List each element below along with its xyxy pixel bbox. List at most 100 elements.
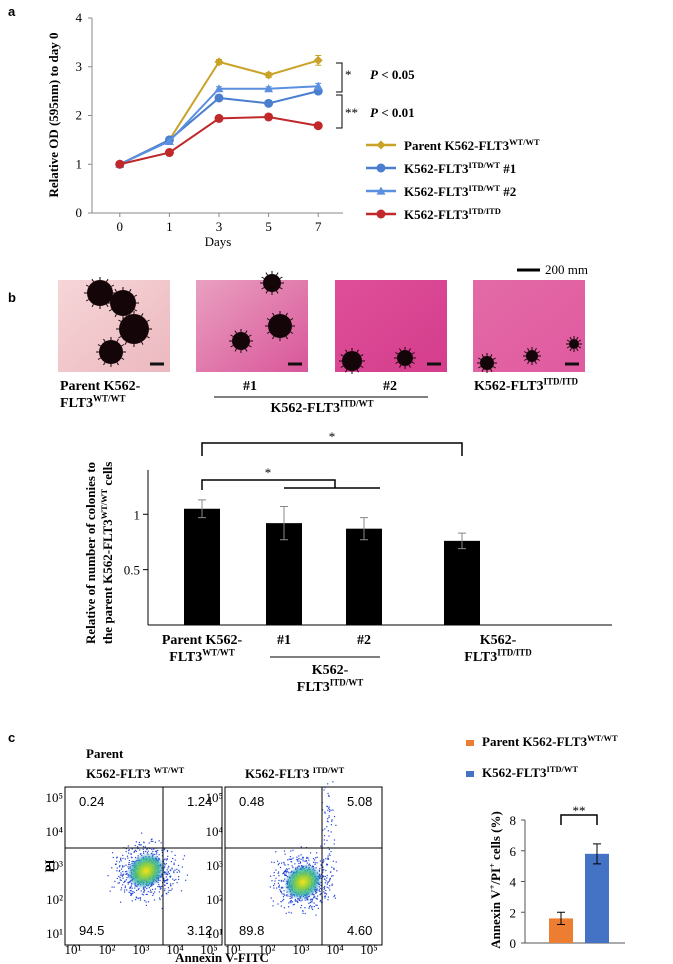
- colony-spike: [523, 351, 528, 354]
- colony-spike: [108, 309, 112, 312]
- colony-spike: [276, 272, 279, 276]
- flow-event: [290, 861, 293, 863]
- group-label-part: K562-FLT3: [270, 401, 340, 416]
- flow-event: [124, 889, 126, 891]
- flow-event: [322, 829, 324, 831]
- flow-event: [112, 856, 114, 859]
- flow-event: [182, 858, 184, 860]
- flow-event: [327, 896, 329, 898]
- flow-event: [300, 858, 302, 860]
- colony-spike: [121, 357, 125, 360]
- flow-event: [111, 852, 114, 854]
- flow-event: [287, 871, 289, 873]
- p-symbol: P: [370, 67, 379, 82]
- flow-event: [149, 889, 152, 891]
- y-tick-label: 0: [76, 205, 83, 220]
- flow-density: [126, 852, 166, 890]
- flow-event: [164, 884, 166, 887]
- flow-event: [142, 848, 144, 851]
- legend-swatch: [466, 740, 474, 746]
- flow-event: [329, 809, 331, 811]
- flow-event: [166, 849, 169, 852]
- flow-event: [132, 892, 134, 894]
- flow-event: [319, 867, 321, 870]
- y-axis-label: Relative OD (595nm) to day 0: [46, 32, 61, 197]
- flow-event: [288, 868, 290, 870]
- colony-spike: [492, 357, 496, 360]
- flow-event: [283, 907, 286, 909]
- flow-event: [125, 879, 128, 881]
- flow-event: [176, 881, 178, 884]
- flow-event: [288, 911, 290, 913]
- flow-event: [164, 864, 166, 866]
- flow-event: [284, 864, 286, 866]
- flow-event: [295, 900, 297, 902]
- flow-event: [113, 886, 115, 888]
- flow-event: [327, 857, 330, 860]
- flow-event: [138, 888, 140, 890]
- flow-event: [278, 879, 280, 882]
- legend-label-part: K562-FLT3: [404, 207, 469, 222]
- flow-event: [328, 807, 330, 809]
- flow-event: [173, 862, 175, 864]
- flow-event: [305, 860, 308, 862]
- legend-label-sup: WT/WT: [509, 137, 540, 147]
- flow-event: [298, 899, 301, 901]
- panel-label: a: [8, 4, 16, 19]
- flow-event: [283, 894, 285, 896]
- image-label: #1: [230, 378, 270, 395]
- flow-event: [280, 862, 283, 864]
- flow-event: [145, 893, 147, 895]
- flow-event: [128, 881, 130, 884]
- flow-event: [121, 874, 123, 876]
- flow-event: [140, 853, 142, 855]
- flow-y-label: PI: [42, 860, 57, 873]
- colony-spike: [285, 312, 288, 316]
- flow-event: [167, 871, 169, 873]
- flow-event: [327, 783, 329, 785]
- colony-spike: [279, 287, 283, 290]
- flow-event: [170, 884, 172, 887]
- flow-event: [174, 859, 176, 861]
- flow-tick-label: 10⁵: [200, 942, 218, 957]
- colony-spike: [146, 319, 150, 322]
- flow-event: [275, 851, 277, 853]
- flow-event: [143, 890, 145, 892]
- flow-event: [282, 900, 284, 902]
- flow-event: [122, 884, 124, 886]
- colony-spike: [85, 284, 89, 287]
- colony-spike: [478, 366, 482, 369]
- flow-event: [287, 864, 289, 866]
- flow-event: [160, 842, 162, 844]
- flow-event: [298, 860, 300, 862]
- flow-event: [282, 873, 284, 875]
- flow-event: [170, 860, 173, 863]
- flow-event: [326, 883, 328, 885]
- flow-event: [164, 880, 166, 882]
- flow-event: [313, 894, 315, 896]
- flow-event: [327, 855, 329, 857]
- flow-event: [292, 866, 294, 869]
- flow-event: [139, 897, 141, 899]
- flow-event: [280, 880, 282, 882]
- flow-event: [331, 883, 333, 885]
- flow-event: [300, 900, 302, 902]
- colony-spike: [118, 319, 122, 322]
- flow-event: [283, 871, 285, 873]
- flow-event: [326, 820, 328, 822]
- flow-event: [138, 841, 140, 844]
- flow-event: [271, 861, 273, 863]
- flow-event: [128, 859, 131, 862]
- flow-event: [142, 845, 145, 848]
- flow-event: [328, 794, 330, 797]
- colony: [110, 290, 136, 316]
- y-axis-label-part: cells (%): [488, 811, 503, 863]
- flow-event: [273, 871, 275, 874]
- flow-event: [128, 891, 130, 893]
- colony-spike: [266, 331, 270, 334]
- image-label-part: #1: [243, 379, 257, 394]
- image-label: Parent K562-FLT3WT/WT: [60, 378, 190, 412]
- x-tick-label-part: Parent K562-FLT3: [161, 633, 243, 665]
- flow-event: [277, 882, 280, 884]
- colony-spike: [248, 334, 252, 337]
